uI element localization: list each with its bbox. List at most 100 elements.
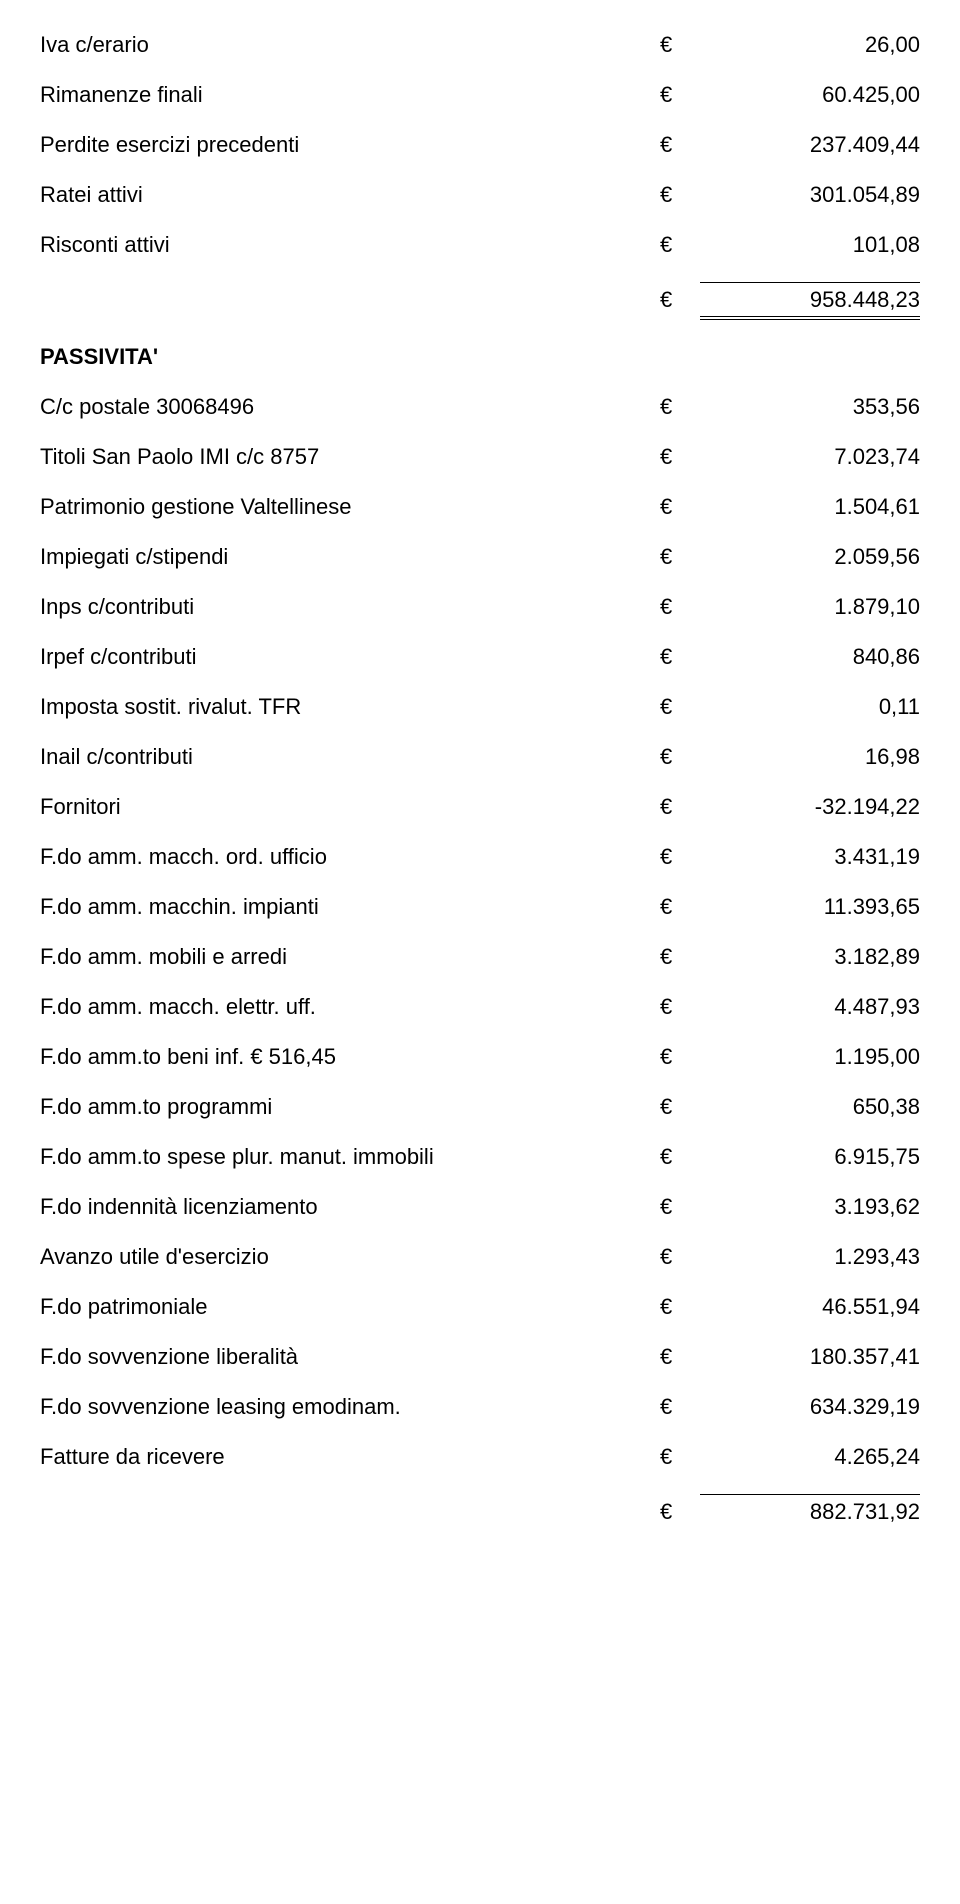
section-heading-passivita: PASSIVITA' [40, 332, 920, 382]
line-item: F.do sovvenzione leasing emodinam. € 634… [40, 1382, 920, 1432]
currency-symbol: € [660, 32, 700, 58]
item-value: -32.194,22 [700, 794, 920, 820]
currency-symbol: € [660, 644, 700, 670]
currency-symbol: € [660, 494, 700, 520]
line-item: F.do amm.to programmi € 650,38 [40, 1082, 920, 1132]
item-label: F.do amm.to programmi [40, 1094, 660, 1120]
item-value: 60.425,00 [700, 82, 920, 108]
currency-symbol: € [660, 394, 700, 420]
currency-symbol: € [660, 287, 700, 313]
item-value: 11.393,65 [700, 894, 920, 920]
item-value: 3.182,89 [700, 944, 920, 970]
document-page: Iva c/erario € 26,00 Rimanenze finali € … [0, 0, 960, 1577]
item-value: 3.193,62 [700, 1194, 920, 1220]
currency-symbol: € [660, 1244, 700, 1270]
item-label: Inail c/contributi [40, 744, 660, 770]
total-value: 882.731,92 [700, 1494, 920, 1525]
line-item: Titoli San Paolo IMI c/c 8757 € 7.023,74 [40, 432, 920, 482]
currency-symbol: € [660, 1144, 700, 1170]
item-value: 101,08 [700, 232, 920, 258]
item-label: Avanzo utile d'esercizio [40, 1244, 660, 1270]
line-item: Perdite esercizi precedenti € 237.409,44 [40, 120, 920, 170]
total-row: € 882.731,92 [40, 1482, 920, 1537]
line-item: C/c postale 30068496 € 353,56 [40, 382, 920, 432]
currency-symbol: € [660, 544, 700, 570]
currency-symbol: € [660, 1294, 700, 1320]
currency-symbol: € [660, 844, 700, 870]
line-item: F.do patrimoniale € 46.551,94 [40, 1282, 920, 1332]
item-value: 0,11 [700, 694, 920, 720]
item-label: F.do amm.to spese plur. manut. immobili [40, 1144, 660, 1170]
item-value: 353,56 [700, 394, 920, 420]
line-item: Irpef c/contributi € 840,86 [40, 632, 920, 682]
currency-symbol: € [660, 1344, 700, 1370]
currency-symbol: € [660, 694, 700, 720]
item-label: F.do sovvenzione leasing emodinam. [40, 1394, 660, 1420]
item-label: Titoli San Paolo IMI c/c 8757 [40, 444, 660, 470]
currency-symbol: € [660, 944, 700, 970]
line-item: F.do amm. macch. elettr. uff. € 4.487,93 [40, 982, 920, 1032]
line-item: F.do amm. mobili e arredi € 3.182,89 [40, 932, 920, 982]
item-value: 3.431,19 [700, 844, 920, 870]
currency-symbol: € [660, 1499, 700, 1525]
currency-symbol: € [660, 594, 700, 620]
item-value: 6.915,75 [700, 1144, 920, 1170]
item-label: Fatture da ricevere [40, 1444, 660, 1470]
currency-symbol: € [660, 744, 700, 770]
currency-symbol: € [660, 794, 700, 820]
line-item: Inail c/contributi € 16,98 [40, 732, 920, 782]
line-item: Avanzo utile d'esercizio € 1.293,43 [40, 1232, 920, 1282]
currency-symbol: € [660, 232, 700, 258]
item-label: Ratei attivi [40, 182, 660, 208]
line-item: Ratei attivi € 301.054,89 [40, 170, 920, 220]
item-value: 7.023,74 [700, 444, 920, 470]
item-value: 634.329,19 [700, 1394, 920, 1420]
item-value: 4.487,93 [700, 994, 920, 1020]
item-value: 26,00 [700, 32, 920, 58]
item-label: C/c postale 30068496 [40, 394, 660, 420]
item-label: Iva c/erario [40, 32, 660, 58]
item-value: 1.293,43 [700, 1244, 920, 1270]
currency-symbol: € [660, 1094, 700, 1120]
currency-symbol: € [660, 182, 700, 208]
item-value: 1.195,00 [700, 1044, 920, 1070]
item-value: 4.265,24 [700, 1444, 920, 1470]
item-value: 1.504,61 [700, 494, 920, 520]
item-label: F.do amm. macchin. impianti [40, 894, 660, 920]
item-label: Imposta sostit. rivalut. TFR [40, 694, 660, 720]
item-label: F.do sovvenzione liberalità [40, 1344, 660, 1370]
currency-symbol: € [660, 894, 700, 920]
subtotal-value: 958.448,23 [700, 282, 920, 320]
currency-symbol: € [660, 1444, 700, 1470]
currency-symbol: € [660, 132, 700, 158]
currency-symbol: € [660, 1194, 700, 1220]
line-item: Iva c/erario € 26,00 [40, 20, 920, 70]
currency-symbol: € [660, 444, 700, 470]
line-item: Impiegati c/stipendi € 2.059,56 [40, 532, 920, 582]
item-label: Rimanenze finali [40, 82, 660, 108]
line-item: Inps c/contributi € 1.879,10 [40, 582, 920, 632]
item-label: F.do amm. macch. elettr. uff. [40, 994, 660, 1020]
item-label: Impiegati c/stipendi [40, 544, 660, 570]
item-value: 16,98 [700, 744, 920, 770]
item-value: 180.357,41 [700, 1344, 920, 1370]
item-label: Risconti attivi [40, 232, 660, 258]
line-item: F.do amm.to spese plur. manut. immobili … [40, 1132, 920, 1182]
subtotal-row: € 958.448,23 [40, 270, 920, 332]
line-item: Fatture da ricevere € 4.265,24 [40, 1432, 920, 1482]
line-item: F.do amm.to beni inf. € 516,45 € 1.195,0… [40, 1032, 920, 1082]
line-item: F.do indennità licenziamento € 3.193,62 [40, 1182, 920, 1232]
item-label: Fornitori [40, 794, 660, 820]
item-label: Irpef c/contributi [40, 644, 660, 670]
line-item: F.do amm. macch. ord. ufficio € 3.431,19 [40, 832, 920, 882]
line-item: F.do amm. macchin. impianti € 11.393,65 [40, 882, 920, 932]
item-value: 237.409,44 [700, 132, 920, 158]
currency-symbol: € [660, 1394, 700, 1420]
line-item: Fornitori € -32.194,22 [40, 782, 920, 832]
line-item: Patrimonio gestione Valtellinese € 1.504… [40, 482, 920, 532]
currency-symbol: € [660, 1044, 700, 1070]
item-value: 2.059,56 [700, 544, 920, 570]
item-label: Patrimonio gestione Valtellinese [40, 494, 660, 520]
item-label: F.do patrimoniale [40, 1294, 660, 1320]
item-label: F.do amm. macch. ord. ufficio [40, 844, 660, 870]
